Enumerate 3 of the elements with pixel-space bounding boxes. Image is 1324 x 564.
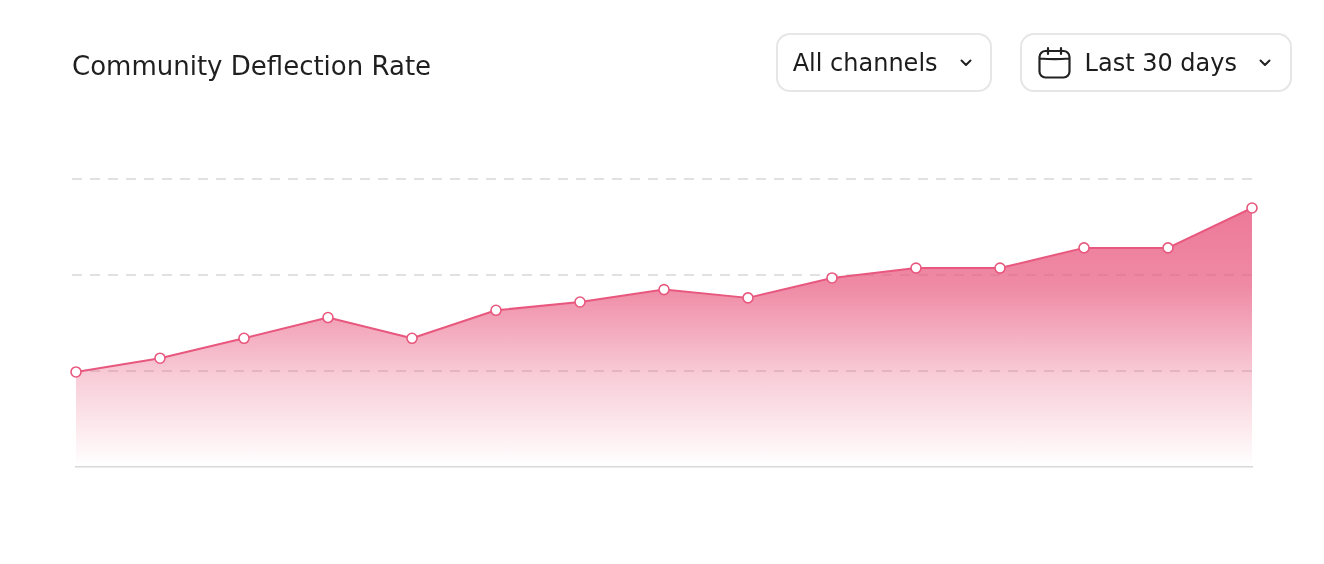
dropdown-button: Last 30 days [1019, 33, 1292, 92]
chart-title: Community Deflection Rate [72, 50, 432, 82]
dropdown-button: All channels [775, 33, 992, 92]
